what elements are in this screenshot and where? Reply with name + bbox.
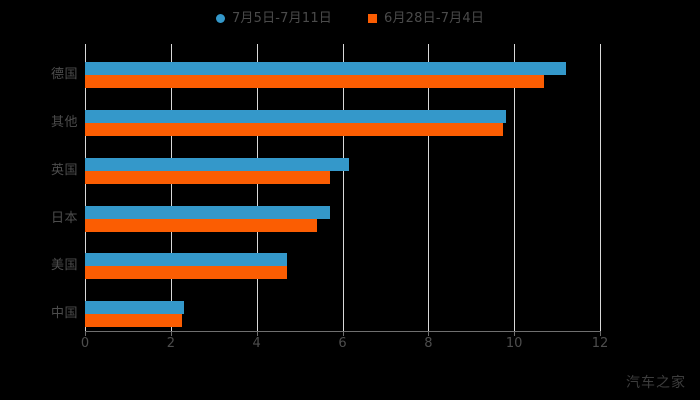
x-tick-mark-0 [85,331,86,336]
gridline-x-8 [428,44,430,331]
bar-group-4 [85,253,600,280]
x-tick-label-6: 12 [591,336,609,351]
bar-b-2[interactable] [85,170,330,184]
legend-item-0[interactable]: 7月5日-7月11日 [215,10,332,26]
y-tick-label-5: 中国 [50,306,78,322]
x-tick-mark-3 [342,331,344,336]
x-tick-mark-6 [600,331,601,336]
bar-b-1[interactable] [85,122,504,136]
x-tick-label-0: 0 [80,336,90,351]
bar-b-0[interactable] [85,75,545,88]
y-tick-label-0: 德国 [50,67,78,82]
bar-group-0 [85,62,600,88]
x-tick-mark-2 [256,331,258,336]
chart-legend: 7月5日-7月11日 6月28日-7月4日 [0,8,700,28]
y-tick-label-2: 英国 [50,162,78,178]
x-tick-label-1: 2 [166,336,175,351]
legend-item-1[interactable]: 6月28日-7月4日 [368,12,484,25]
x-tick-mark-1 [170,331,172,336]
legend-label: 6月28日-7月4日 [384,10,485,26]
bar-group-3 [85,205,600,232]
legend-label: 7月5日-7月11日 [231,10,332,26]
bar-b-3[interactable] [85,218,317,232]
bar-group-1 [85,109,600,136]
gridline-x-10 [514,44,516,331]
x-axis-tick-labels: 0 2 4 6 8 10 12 [0,337,700,357]
x-tick-mark-4 [428,331,430,336]
x-tick-label-3: 6 [338,336,347,351]
plot-area [85,44,601,331]
x-tick-mark-5 [514,331,516,336]
bar-b-4[interactable] [85,266,287,280]
gridline-x-6 [342,44,344,331]
bar-a-5[interactable] [85,301,184,315]
bar-a-2[interactable] [85,157,349,171]
y-tick-label-1: 其他 [50,114,78,130]
legend-circle-icon [215,13,225,23]
gridline-x-4 [256,44,258,331]
bar-b-5[interactable] [85,314,182,328]
bar-a-4[interactable] [85,253,287,267]
x-tick-label-4: 8 [424,336,433,351]
x-tick-label-2: 4 [252,336,261,351]
x-tick-label-5: 10 [505,336,523,351]
y-axis-line [85,44,86,331]
watermark: 汽车之家 [626,375,686,391]
gridline-x-12 [600,44,601,331]
bar-a-1[interactable] [85,109,506,123]
gridline-x-2 [170,44,172,331]
bar-a-0[interactable] [85,62,566,75]
bar-a-3[interactable] [85,205,330,219]
y-tick-label-4: 美国 [50,258,78,274]
bar-group-2 [85,157,600,184]
y-axis-tick-labels: 德国其他英国日本美国中国 [0,44,78,331]
y-tick-label-3: 日本 [50,210,78,226]
bar-group-5 [85,301,600,328]
legend-square-icon [368,13,377,23]
